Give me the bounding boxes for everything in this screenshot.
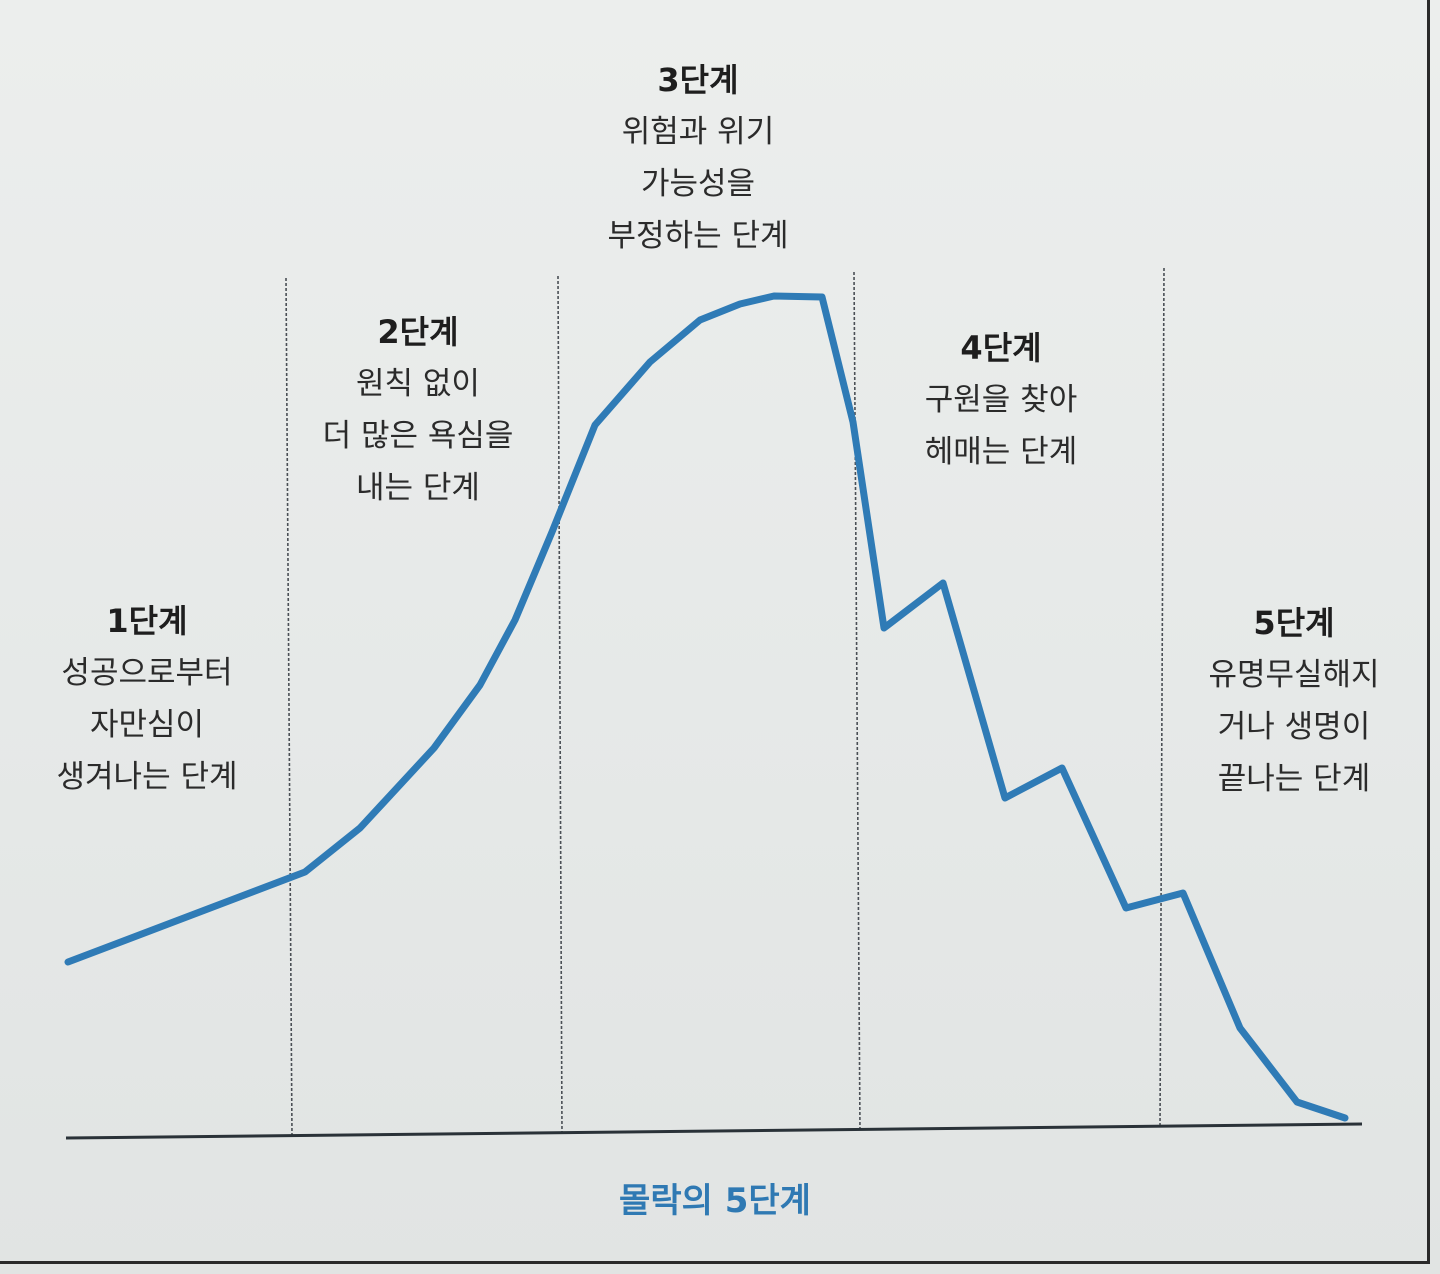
stage-3-title: 3단계 <box>657 61 739 99</box>
stage-5-label: 5단계 유명무실해지 거나 생명이 끝나는 단계 <box>1208 603 1379 805</box>
stage-1-line-3: 생겨나는 단계 <box>56 759 238 795</box>
stage-1-label: 1단계 성공으로부터 자만심이 생겨나는 단계 <box>57 601 238 803</box>
stage-3-line-3: 부정하는 단계 <box>607 218 789 254</box>
decline-curve <box>64 292 1349 1122</box>
stage-1-line-1: 성공으로부터 <box>61 655 233 691</box>
divider-1-2 <box>285 277 293 1137</box>
stage-1-line-2: 자만심이 <box>89 707 205 743</box>
baseline <box>65 1122 1363 1140</box>
stage-4-label: 4단계 구원을 찾아 헤매는 단계 <box>925 328 1077 478</box>
stage-5-line-3: 끝나는 단계 <box>1217 761 1371 797</box>
stage-3-line-2: 가능성을 <box>640 166 756 202</box>
stage-2-line-2: 더 많은 욕심을 <box>322 418 514 454</box>
stage-5-line-2: 거나 생명이 <box>1217 709 1371 745</box>
stage-1-title: 1단계 <box>106 602 188 640</box>
stage-4-line-2: 헤매는 단계 <box>924 434 1078 470</box>
stage-5-title: 5단계 <box>1253 604 1335 642</box>
stage-2-label: 2단계 원칙 없이 더 많은 욕심을 내는 단계 <box>323 312 514 514</box>
stage-5-line-1: 유명무실해지 <box>1208 657 1380 693</box>
diagram-caption: 몰락의 5단계 <box>619 1181 811 1221</box>
divider-4-5 <box>1159 267 1165 1129</box>
stage-2-line-1: 원칙 없이 <box>356 366 480 402</box>
stage-2-title: 2단계 <box>377 313 459 351</box>
stage-4-line-1: 구원을 찾아 <box>924 382 1078 418</box>
stage-3-label: 3단계 위험과 위기 가능성을 부정하는 단계 <box>608 60 789 262</box>
divider-3-4 <box>853 271 861 1133</box>
stage-4-title: 4단계 <box>960 329 1042 367</box>
divider-2-3 <box>557 275 563 1135</box>
stage-2-line-3: 내는 단계 <box>356 470 480 506</box>
stage-3-line-1: 위험과 위기 <box>621 114 775 150</box>
